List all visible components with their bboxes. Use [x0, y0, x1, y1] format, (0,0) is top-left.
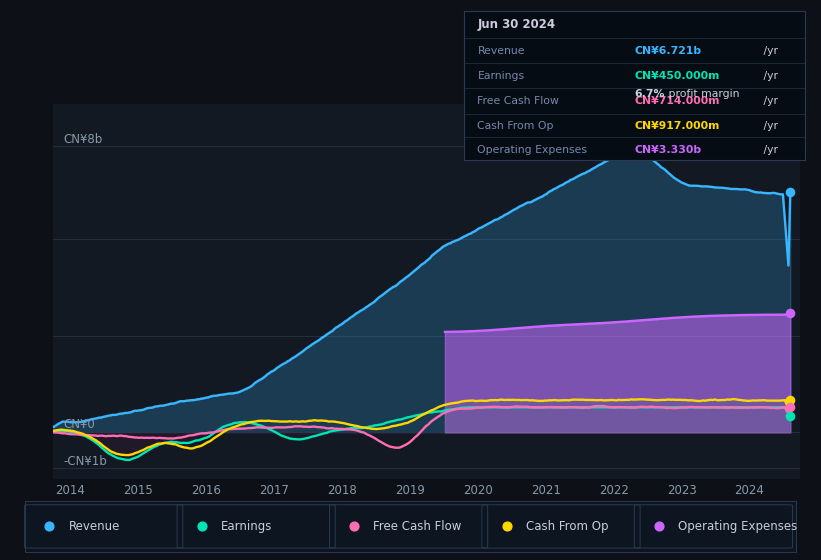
Text: Revenue: Revenue [69, 520, 120, 533]
Text: CN¥3.330b: CN¥3.330b [635, 145, 701, 155]
Text: /yr: /yr [760, 145, 778, 155]
Point [784, 309, 797, 318]
Text: /yr: /yr [760, 45, 778, 55]
Text: CN¥6.721b: CN¥6.721b [635, 45, 701, 55]
Text: /yr: /yr [760, 121, 778, 131]
Text: CN¥0: CN¥0 [63, 418, 95, 431]
Text: CN¥917.000m: CN¥917.000m [635, 121, 719, 131]
Point [784, 412, 797, 421]
Text: -CN¥1b: -CN¥1b [63, 455, 108, 468]
Text: Free Cash Flow: Free Cash Flow [374, 520, 462, 533]
Text: CN¥8b: CN¥8b [63, 133, 103, 147]
Point [653, 522, 666, 531]
Text: Earnings: Earnings [478, 71, 525, 81]
Text: CN¥714.000m: CN¥714.000m [635, 96, 720, 106]
Text: Earnings: Earnings [221, 520, 273, 533]
Text: profit margin: profit margin [665, 89, 740, 99]
Point [43, 522, 56, 531]
Text: /yr: /yr [760, 96, 778, 106]
Point [784, 395, 797, 404]
Point [195, 522, 209, 531]
Text: Cash From Op: Cash From Op [526, 520, 608, 533]
Text: Revenue: Revenue [478, 45, 525, 55]
Text: Jun 30 2024: Jun 30 2024 [478, 18, 556, 31]
Text: 6.7%: 6.7% [635, 89, 665, 99]
Point [784, 402, 797, 411]
Point [500, 522, 513, 531]
Text: CN¥450.000m: CN¥450.000m [635, 71, 719, 81]
Text: Operating Expenses: Operating Expenses [678, 520, 797, 533]
Text: Cash From Op: Cash From Op [478, 121, 554, 131]
Text: Free Cash Flow: Free Cash Flow [478, 96, 559, 106]
Point [784, 188, 797, 197]
Text: /yr: /yr [760, 71, 778, 81]
Text: Operating Expenses: Operating Expenses [478, 145, 588, 155]
Point [347, 522, 360, 531]
